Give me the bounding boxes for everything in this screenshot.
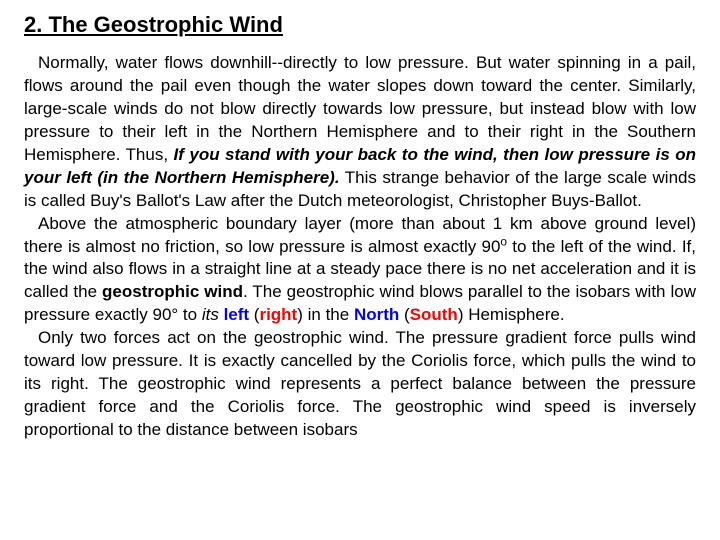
p2-right: right xyxy=(259,305,297,324)
p2-paren-open-g: ( xyxy=(249,305,259,324)
p2-north: North xyxy=(354,305,399,324)
p2-paren-open-k: ( xyxy=(399,305,409,324)
p2-left: left xyxy=(224,305,250,324)
p2-term: geostrophic wind xyxy=(102,282,243,301)
p2-its: its xyxy=(202,305,219,324)
paragraph-3: Only two forces act on the geostrophic w… xyxy=(24,327,696,442)
p2-text-i: ) in the xyxy=(297,305,354,324)
section-title: 2. The Geostrophic Wind xyxy=(24,12,696,38)
p3-text: Only two forces act on the geostrophic w… xyxy=(24,328,696,439)
p2-text-m: ) Hemisphere. xyxy=(458,305,565,324)
paragraph-2: Above the atmospheric boundary layer (mo… xyxy=(24,213,696,328)
paragraph-1: Normally, water flows downhill--directly… xyxy=(24,52,696,213)
p2-south: South xyxy=(410,305,458,324)
